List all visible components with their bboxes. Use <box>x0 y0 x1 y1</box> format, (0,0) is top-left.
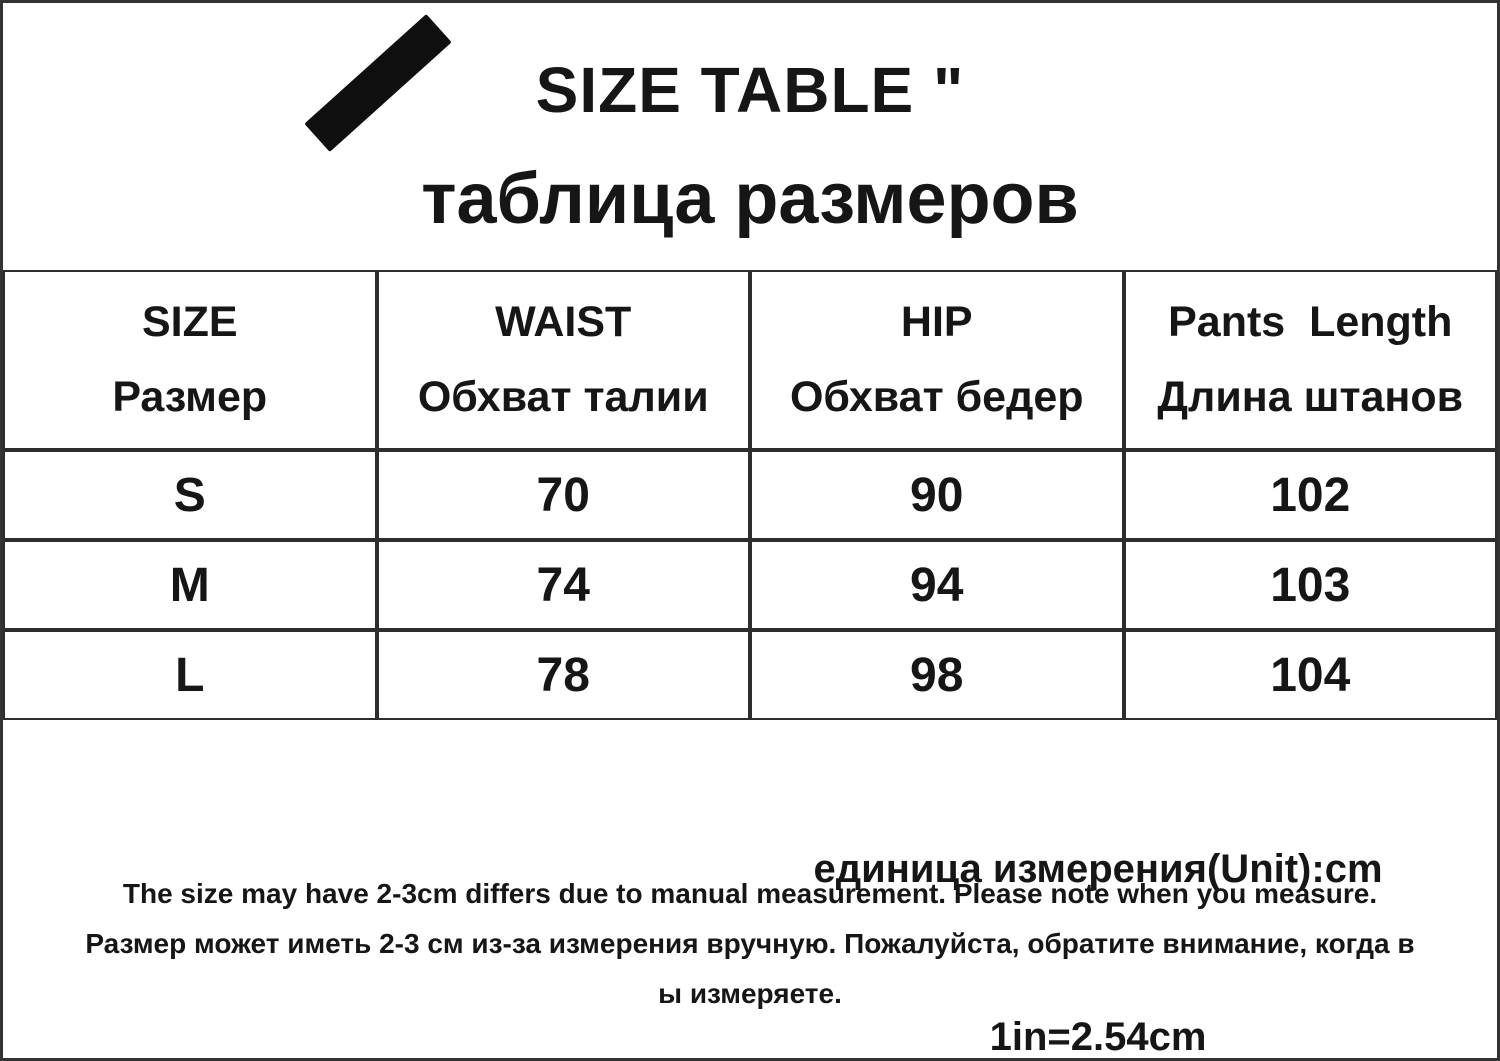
page-title-english: SIZE TABLE " <box>535 54 965 126</box>
cell-waist-s: 70 <box>376 450 750 540</box>
size-table: SIZE Размер WAIST Обхват талии HIP Обхва… <box>3 270 1497 720</box>
cell-size-s: S <box>3 450 377 540</box>
table-header-row: SIZE Размер WAIST Обхват талии HIP Обхва… <box>3 270 1497 450</box>
column-header-hip: HIP Обхват бедер <box>750 270 1124 450</box>
column-header-waist-en: WAIST <box>495 298 632 346</box>
column-header-pants-length: Pants Length Длина штанов <box>1123 270 1497 450</box>
column-header-hip-ru: Обхват бедер <box>789 373 1084 421</box>
column-header-pants-length-ru: Длина штанов <box>1157 373 1464 421</box>
table-row-m: M 74 94 103 <box>3 540 1497 630</box>
note-line-russian-1: Размер может иметь 2-3 см из-за измерени… <box>85 928 1415 959</box>
column-header-waist: WAIST Обхват талии <box>376 270 750 450</box>
cell-waist-m: 74 <box>376 540 750 630</box>
unit-line: единица измерения(Unit):cm <box>813 847 1383 891</box>
cell-length-m: 103 <box>1123 540 1497 630</box>
column-header-hip-en: HIP <box>900 298 973 346</box>
cell-waist-l: 78 <box>376 630 750 720</box>
column-header-waist-ru: Обхват талии <box>417 373 709 421</box>
cell-hip-l: 98 <box>750 630 1124 720</box>
page-title-russian: таблица размеров <box>421 159 1079 239</box>
cell-length-l: 104 <box>1123 630 1497 720</box>
column-header-size: SIZE Размер <box>3 270 377 450</box>
conversion-line: 1in=2.54cm <box>989 1015 1207 1059</box>
column-header-pants-length-en: Pants Length <box>1168 298 1453 346</box>
column-header-size-en: SIZE <box>141 298 238 346</box>
note-line-russian-2: ы измеряете. <box>658 978 842 1009</box>
column-header-size-ru: Размер <box>112 373 268 421</box>
cell-hip-m: 94 <box>750 540 1124 630</box>
cell-size-m: M <box>3 540 377 630</box>
cell-hip-s: 90 <box>750 450 1124 540</box>
cell-size-l: L <box>3 630 377 720</box>
table-row-s: S 70 90 102 <box>3 450 1497 540</box>
note-line-english: The size may have 2-3cm differs due to m… <box>122 878 1378 909</box>
cell-length-s: 102 <box>1123 450 1497 540</box>
unit-info: единица измерения(Unit):cm 1in=2.54cm <box>743 729 1453 1059</box>
measurement-note: The size may have 2-3cm differs due to m… <box>11 869 1489 1019</box>
table-row-l: L 78 98 104 <box>3 630 1497 720</box>
